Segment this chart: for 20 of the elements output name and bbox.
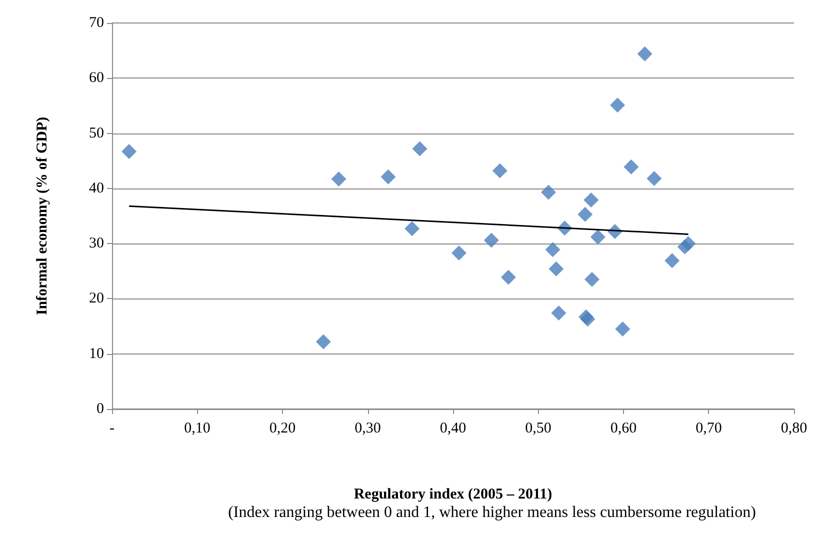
x-tick-label: 0,80	[780, 420, 808, 436]
y-tick-label: 70	[89, 15, 104, 31]
x-tick-label: -	[110, 420, 114, 436]
y-axis-title: Informal economy (% of GDP)	[34, 116, 50, 316]
y-tick-label: 10	[89, 346, 104, 362]
x-tick-label: 0,60	[610, 420, 637, 436]
x-tick-label: 0,50	[525, 420, 552, 436]
y-tick-label: 50	[89, 125, 104, 142]
y-tick-label: 20	[89, 290, 104, 307]
x-tick-label: 0,20	[269, 420, 296, 436]
text: (Index ranging between 0 and 1, where higher means less cumbersome regulation)	[227, 503, 757, 523]
x-tick-label: 0,10	[184, 420, 210, 436]
y-tick-label: 30	[89, 236, 104, 252]
x-tick-label: 0,70	[696, 420, 722, 436]
x-tick-label: 0,30	[354, 420, 381, 436]
y-tick-label: 40	[89, 180, 104, 196]
x-axis-title: Regulatory index (2005 – 2011)	[354, 486, 552, 502]
y-tick-label: 0	[96, 401, 104, 417]
x-tick-label: 0,40	[440, 420, 466, 436]
y-tick-label: 60	[89, 70, 104, 86]
